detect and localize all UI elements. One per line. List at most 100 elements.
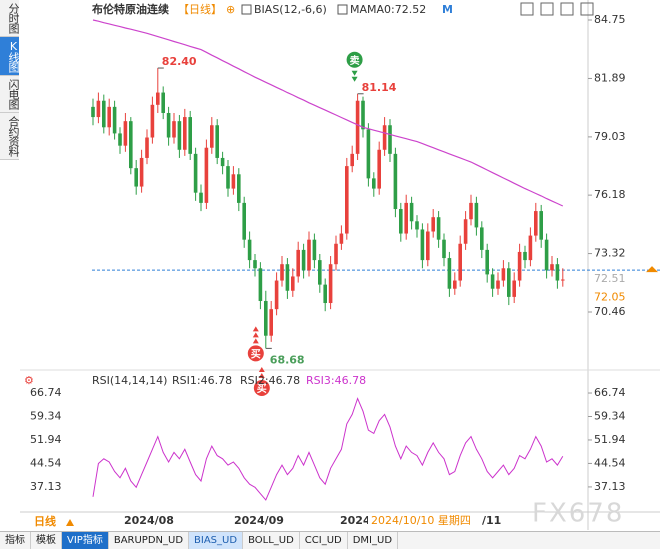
candle-body	[204, 147, 209, 203]
annotation: 81.14	[362, 81, 397, 94]
period-arrow	[66, 519, 74, 526]
y-tick-label: 44.54	[30, 456, 62, 469]
candle-body	[296, 249, 300, 277]
period-label: 日线	[34, 514, 56, 528]
candle-body	[366, 129, 371, 179]
toolbar-icon	[560, 2, 574, 16]
candle-body	[139, 157, 144, 187]
candle-body	[161, 92, 165, 113]
y-tick-label: 44.54	[594, 456, 626, 469]
candle-body	[177, 121, 182, 150]
candle-body	[501, 268, 506, 281]
side-tab[interactable]: 分时图	[0, 0, 20, 37]
chart: FX678 布伦特原油连续 【日线】 ⊕ BIAS(12,-6,6) MAMA0:72.5…	[20, 0, 660, 530]
candle-body	[145, 137, 149, 158]
candle-body	[301, 249, 306, 271]
y-tick-label: 73.32	[594, 247, 626, 260]
annotation: 68.68	[270, 353, 305, 366]
cursor-box	[368, 513, 482, 530]
candle-body	[280, 264, 284, 281]
candle-body	[215, 125, 219, 158]
side-tab[interactable]: 合约资料	[0, 113, 20, 160]
candle-body	[247, 239, 252, 261]
candle-body	[134, 168, 138, 187]
candle-body	[339, 233, 344, 244]
x-tick-label: 2024/08	[124, 514, 174, 527]
candle-body	[382, 125, 387, 150]
candle-body	[409, 202, 414, 222]
indicator-icon	[241, 4, 252, 15]
candle-body	[507, 268, 511, 297]
candle-body	[328, 264, 333, 304]
indicator-icon	[337, 4, 348, 15]
candle-body	[210, 125, 214, 148]
candle-body	[156, 92, 160, 105]
toolbar-tab[interactable]: BOLL_UD	[243, 532, 300, 549]
candle-body	[404, 202, 408, 234]
candle-body	[183, 117, 187, 150]
candle-body	[269, 309, 273, 336]
candle-body	[307, 239, 311, 271]
toolbar-tab[interactable]: BIAS_UD	[189, 532, 244, 549]
toolbar-tab[interactable]: DMI_UD	[348, 532, 399, 549]
candle-body	[550, 264, 554, 271]
candle-body	[323, 284, 327, 304]
candle-body	[291, 276, 295, 291]
candle-body	[334, 243, 338, 265]
candle-body	[172, 121, 176, 138]
last-price-marker	[646, 266, 658, 273]
toolbar-tab[interactable]: CCI_UD	[300, 532, 348, 549]
signal: 买	[257, 383, 267, 395]
icon: ⚙	[24, 374, 34, 387]
toolbar-icon	[540, 2, 554, 16]
legend-entry: RSI1:46.78	[172, 374, 232, 387]
candle-body	[350, 153, 354, 167]
legend-entry: RSI3:46.78	[306, 374, 366, 387]
signal-badge	[253, 380, 270, 396]
candle-body	[237, 174, 241, 203]
side-tabs: 分时图 K线图 闪电图 合约资料	[0, 0, 20, 160]
x-tick-label: /11	[482, 514, 501, 527]
signal-arrow	[258, 367, 265, 378]
candle-body	[420, 229, 425, 261]
candle-body	[463, 219, 468, 244]
candle-body	[426, 231, 430, 261]
toolbar-tab[interactable]: 模板	[31, 532, 62, 549]
candle-body	[442, 239, 446, 259]
candle-body	[96, 100, 101, 118]
toolbar-tab[interactable]: VIP指标	[62, 532, 109, 549]
signal-arrow	[351, 70, 358, 82]
candle-body	[431, 217, 435, 232]
side-tab[interactable]: K线图	[0, 37, 20, 76]
toolbar-tab[interactable]: 指标	[0, 532, 31, 549]
candle-body	[528, 235, 533, 261]
y-tick-label: 51.94	[30, 433, 62, 446]
candle-body	[544, 239, 549, 271]
chart-title: 布伦特原油连续	[92, 2, 169, 16]
candle-body	[399, 209, 403, 234]
candle-body	[123, 121, 128, 146]
candle-body	[517, 251, 522, 281]
rsi-line	[92, 397, 564, 501]
y-tick-label: 70.46	[594, 305, 626, 318]
candle-body	[447, 258, 452, 289]
ma-line	[92, 19, 564, 207]
candle-body	[274, 280, 279, 310]
side-tab[interactable]: 闪电图	[0, 76, 20, 113]
rsi-title: RSI(14,14,14)	[92, 374, 167, 387]
y-tick-label: 81.89	[594, 71, 626, 84]
candle-body	[523, 251, 527, 261]
y-tick-label: 37.13	[594, 480, 626, 493]
y-tick-label: 84.75	[594, 13, 626, 26]
y-tick-label: 66.74	[30, 386, 62, 399]
toolbar-tab[interactable]: BARUPDN_UD	[109, 532, 190, 549]
candle-body	[231, 174, 236, 189]
candle-body	[118, 133, 122, 146]
candle-body	[436, 217, 441, 240]
indicator: BIAS(12,-6,6)	[254, 3, 327, 16]
y-tick-label: 79.03	[594, 130, 626, 143]
candle-body	[199, 192, 203, 203]
candle-body	[512, 280, 516, 297]
candle-body	[220, 157, 225, 167]
